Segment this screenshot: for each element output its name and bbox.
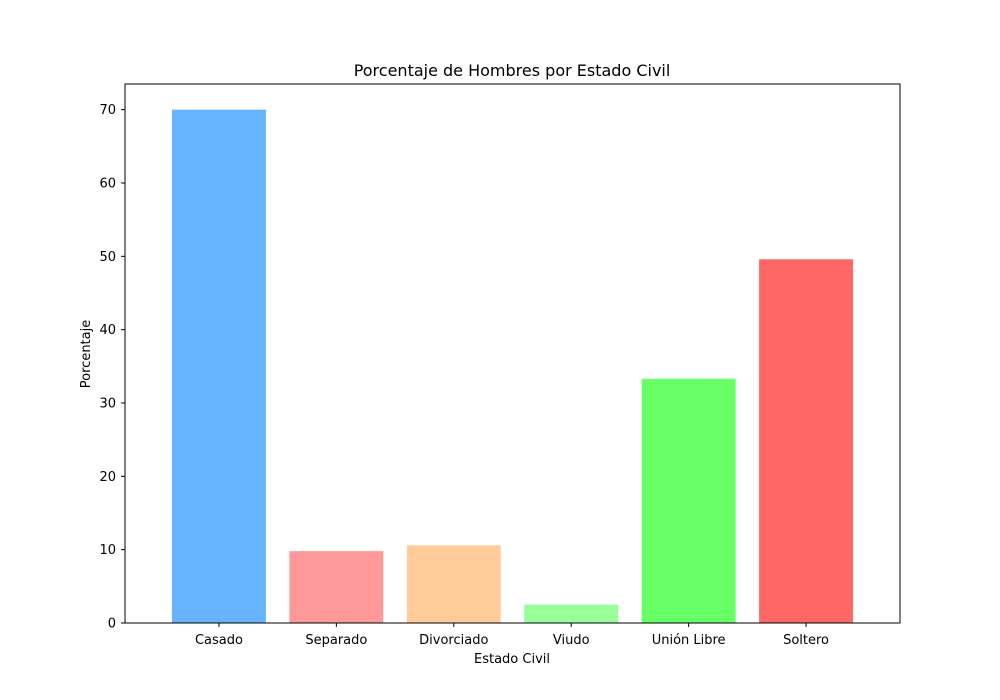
- bars-group: [171, 109, 854, 623]
- bar-viudo: [524, 604, 619, 623]
- x-tick-label: Viudo: [553, 633, 590, 648]
- plot-frame: [124, 83, 901, 624]
- x-tick-label: Soltero: [783, 633, 829, 648]
- bar-divorciado: [406, 545, 501, 623]
- x-axis-label: Estado Civil: [474, 652, 550, 667]
- x-tick-label: Casado: [195, 633, 243, 648]
- y-axis: 0 10 20 30 40 50 60 70: [99, 103, 125, 632]
- bar-unión-libre: [641, 378, 736, 623]
- y-tick-label: 0: [108, 617, 116, 632]
- y-tick-label: 50: [99, 250, 116, 265]
- y-tick-label: 70: [99, 103, 116, 118]
- chart-title: Porcentaje de Hombres por Estado Civil: [354, 61, 671, 80]
- bar-soltero: [759, 259, 854, 623]
- y-axis-label: Porcentaje: [79, 320, 94, 388]
- y-tick-label: 40: [99, 323, 116, 338]
- bar-separado: [289, 551, 384, 623]
- x-tick-label: Unión Libre: [652, 633, 726, 648]
- bar-casado: [171, 109, 266, 623]
- y-tick-label: 10: [99, 543, 116, 558]
- y-tick-label: 20: [99, 470, 116, 485]
- y-tick-label: 30: [99, 397, 116, 412]
- x-tick-label: Separado: [305, 633, 367, 648]
- y-tick-label: 60: [99, 177, 116, 192]
- x-axis: Casado Separado Divorciado Viudo Unión Libre…: [195, 623, 829, 648]
- x-tick-label: Divorciado: [419, 633, 488, 648]
